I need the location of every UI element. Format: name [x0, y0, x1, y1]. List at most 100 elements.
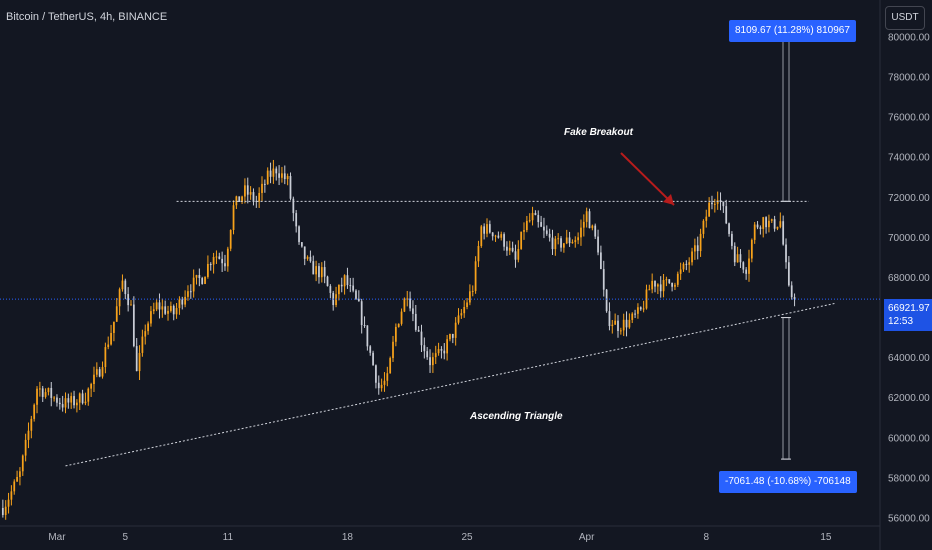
candle-body[interactable] [224, 263, 226, 267]
candle-body[interactable] [454, 322, 457, 338]
candle-body[interactable] [565, 237, 568, 244]
candle-body[interactable] [78, 393, 81, 403]
candle-body[interactable] [500, 234, 503, 238]
candle-body[interactable] [33, 404, 36, 419]
candle-body[interactable] [144, 331, 147, 337]
candle-body[interactable] [212, 257, 215, 265]
currency-unit-button[interactable]: USDT [885, 6, 925, 30]
candle-body[interactable] [548, 233, 551, 238]
candle-body[interactable] [84, 401, 87, 404]
candle-body[interactable] [300, 242, 303, 247]
candle-body[interactable] [574, 240, 577, 242]
candle-body[interactable] [719, 200, 722, 202]
candle-body[interactable] [625, 319, 628, 328]
candle-body[interactable] [525, 220, 528, 231]
candle-body[interactable] [557, 238, 560, 240]
candle-body[interactable] [41, 388, 44, 397]
candle-body[interactable] [209, 263, 212, 265]
candle-body[interactable] [98, 369, 101, 377]
candle-body[interactable] [366, 325, 369, 347]
candle-body[interactable] [409, 298, 411, 309]
candle-body[interactable] [90, 384, 93, 389]
candle-body[interactable] [363, 325, 366, 327]
candle-body[interactable] [497, 235, 500, 238]
candle-body[interactable] [218, 256, 221, 259]
candle-body[interactable] [543, 226, 545, 231]
candle-body[interactable] [528, 220, 531, 222]
candle-body[interactable] [38, 388, 41, 390]
candle-body[interactable] [443, 350, 446, 354]
candle-body[interactable] [665, 279, 668, 281]
candle-body[interactable] [76, 402, 78, 406]
candle-body[interactable] [600, 252, 602, 270]
candle-body[interactable] [303, 246, 306, 259]
candle-body[interactable] [597, 236, 599, 253]
candle-body[interactable] [392, 341, 394, 359]
candle-body[interactable] [523, 230, 525, 232]
measure-up-label[interactable]: 8109.67 (11.28%) 810967 [729, 20, 856, 42]
candle-body[interactable] [252, 192, 255, 201]
candle-body[interactable] [187, 291, 189, 297]
ascending-support-line[interactable] [65, 303, 835, 467]
candle-body[interactable] [429, 357, 431, 366]
candle-body[interactable] [178, 299, 181, 309]
candle-body[interactable] [790, 285, 793, 298]
candle-body[interactable] [343, 275, 346, 287]
candle-body[interactable] [537, 215, 540, 223]
candle-body[interactable] [540, 222, 542, 227]
candle-body[interactable] [360, 301, 363, 326]
candle-body[interactable] [355, 290, 357, 299]
candle-body[interactable] [369, 346, 372, 353]
candle-body[interactable] [785, 244, 787, 263]
candle-body[interactable] [16, 477, 18, 482]
candle-body[interactable] [483, 226, 486, 234]
candle-body[interactable] [64, 398, 67, 408]
candle-body[interactable] [699, 233, 702, 252]
candle-body[interactable] [639, 307, 642, 310]
candle-body[interactable] [53, 397, 55, 399]
candle-body[interactable] [637, 307, 639, 314]
candle-body[interactable] [634, 313, 636, 315]
candle-body[interactable] [95, 369, 98, 375]
candle-body[interactable] [414, 313, 417, 330]
candle-body[interactable] [733, 245, 736, 263]
candle-body[interactable] [283, 173, 286, 180]
candle-body[interactable] [21, 455, 24, 472]
candle-body[interactable] [181, 299, 184, 305]
candle-body[interactable] [27, 430, 30, 440]
candle-body[interactable] [47, 387, 50, 393]
candle-body[interactable] [563, 243, 565, 248]
candle-body[interactable] [602, 269, 605, 290]
candle-body[interactable] [469, 291, 471, 303]
candle-body[interactable] [494, 235, 497, 237]
candle-body[interactable] [383, 380, 386, 385]
candle-body[interactable] [742, 262, 745, 270]
candle-body[interactable] [434, 353, 437, 358]
candle-body[interactable] [372, 352, 374, 366]
candle-body[interactable] [617, 320, 619, 331]
candle-body[interactable] [249, 192, 252, 195]
candle-body[interactable] [261, 183, 263, 193]
candle-body[interactable] [357, 298, 360, 302]
candle-body[interactable] [340, 284, 343, 287]
candle-body[interactable] [167, 310, 169, 314]
candle-body[interactable] [338, 284, 340, 295]
candle-body[interactable] [750, 239, 753, 259]
candle-body[interactable] [73, 396, 75, 406]
candle-body[interactable] [577, 237, 580, 241]
candle-body[interactable] [192, 277, 195, 292]
candle-body[interactable] [545, 230, 548, 234]
candle-body[interactable] [645, 289, 648, 309]
candle-body[interactable] [258, 192, 261, 202]
candle-body[interactable] [130, 304, 132, 306]
candle-body[interactable] [241, 196, 243, 202]
candle-body[interactable] [423, 345, 426, 352]
candle-body[interactable] [682, 263, 685, 270]
candle-body[interactable] [229, 229, 232, 249]
candle-body[interactable] [118, 289, 121, 307]
candle-body[interactable] [204, 276, 206, 284]
candle-body[interactable] [568, 237, 571, 244]
candle-body[interactable] [486, 224, 488, 234]
candle-body[interactable] [298, 226, 300, 243]
